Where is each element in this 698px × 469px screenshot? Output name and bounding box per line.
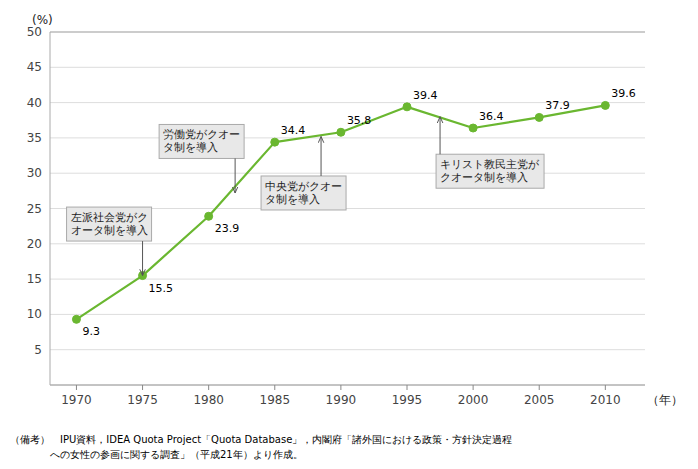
y-tick-label: 40 bbox=[27, 96, 42, 110]
x-axis-label: （年） bbox=[647, 393, 683, 407]
grid-line bbox=[50, 137, 645, 138]
marker bbox=[72, 315, 80, 323]
data-label: 39.6 bbox=[611, 87, 636, 100]
data-label: 9.3 bbox=[82, 325, 100, 338]
plot-area bbox=[72, 101, 609, 323]
x-tick-label: 1980 bbox=[193, 393, 224, 407]
y-axis-line bbox=[50, 32, 51, 385]
footnote: への女性の参画に関する調査」（平成21年）より作成。 bbox=[10, 449, 303, 460]
x-tick-label: 1995 bbox=[392, 393, 423, 407]
y-tick-label: 15 bbox=[27, 272, 42, 286]
x-axis-line bbox=[50, 385, 645, 386]
annotation-line: 左派社会党がク bbox=[71, 211, 148, 224]
x-tick-label: 1990 bbox=[326, 393, 357, 407]
x-tick bbox=[407, 385, 408, 390]
x-tick-label: 2000 bbox=[458, 393, 489, 407]
y-tick-label: 35 bbox=[27, 131, 42, 145]
y-tick-label: 10 bbox=[27, 307, 42, 321]
line bbox=[76, 105, 605, 319]
annotation-arrow bbox=[321, 136, 322, 176]
x-tick bbox=[539, 385, 540, 390]
y-tick-label: 50 bbox=[27, 25, 42, 39]
annotation-arrow bbox=[142, 241, 143, 276]
grid-line bbox=[50, 173, 645, 174]
grid bbox=[50, 32, 645, 350]
annotation: キリスト教民主党がクオータ制を導入 bbox=[436, 117, 544, 189]
x-tick-label: 1970 bbox=[61, 393, 92, 407]
grid-line bbox=[50, 349, 645, 350]
marker bbox=[205, 212, 213, 220]
x-tick bbox=[208, 385, 209, 390]
x-tick-label: 2010 bbox=[590, 393, 621, 407]
marker bbox=[271, 138, 279, 146]
top-frame-line bbox=[50, 32, 645, 33]
annotation-line: タ制を導入 bbox=[163, 141, 218, 154]
data-label: 35.8 bbox=[347, 114, 372, 127]
annotation-box bbox=[159, 124, 244, 158]
annotation-box bbox=[67, 207, 152, 241]
annotation: 中央党がクオータ制を導入 bbox=[261, 136, 346, 210]
data-label: 15.5 bbox=[149, 282, 174, 295]
x-tick-label: 1985 bbox=[260, 393, 291, 407]
marker bbox=[469, 124, 477, 132]
x-tick bbox=[473, 385, 474, 390]
y-tick-label: 20 bbox=[27, 237, 42, 251]
x-tick-label: 2005 bbox=[524, 393, 555, 407]
annotation-box bbox=[261, 176, 346, 210]
data-label: 37.9 bbox=[545, 99, 570, 112]
annotation-line: クオータ制を導入 bbox=[440, 171, 528, 184]
grid-line bbox=[50, 32, 645, 33]
annotation-arrow bbox=[440, 117, 441, 155]
annotation-text: 中央党がクオータ制を導入 bbox=[265, 180, 342, 206]
chart: 5 10 15 20 25 30 35 40 45 50 1970 1975 1980 1985 1990 1… bbox=[0, 0, 698, 469]
annotation-arrow bbox=[235, 158, 236, 193]
annotation-text: 左派社会党がクオータ制を導入 bbox=[71, 211, 148, 237]
grid-line bbox=[50, 243, 645, 244]
y-tick-label: 5 bbox=[34, 343, 42, 357]
y-tick-label: 30 bbox=[27, 166, 42, 180]
x-tick bbox=[142, 385, 143, 390]
grid-line bbox=[50, 314, 645, 315]
annotation-line: タ制を導入 bbox=[265, 193, 320, 206]
annotation-line: 中央党がクオー bbox=[265, 180, 342, 193]
data-label: 36.4 bbox=[479, 110, 504, 123]
annotation: 労働党がクオータ制を導入 bbox=[159, 124, 244, 193]
annotation-box bbox=[436, 154, 544, 188]
annotations: 左派社会党がクオータ制を導入労働党がクオータ制を導入中央党がクオータ制を導入キリ… bbox=[67, 117, 545, 276]
annotation-line: キリスト教民主党が bbox=[440, 158, 540, 171]
marker bbox=[535, 113, 543, 121]
annotation-text: 労働党がクオータ制を導入 bbox=[163, 128, 240, 154]
x-tick bbox=[605, 385, 606, 390]
annotation: 左派社会党がクオータ制を導入 bbox=[67, 207, 152, 276]
annotation-line: 労働党がクオー bbox=[163, 128, 240, 141]
x-tick bbox=[76, 385, 77, 390]
marker bbox=[601, 101, 609, 109]
annotation-line: オータ制を導入 bbox=[71, 224, 148, 237]
x-tick bbox=[340, 385, 341, 390]
y-axis-label: (%) bbox=[32, 13, 53, 27]
grid-line bbox=[50, 67, 645, 68]
data-label: 39.4 bbox=[413, 89, 438, 102]
data-label: 34.4 bbox=[281, 124, 306, 137]
footnote: （備考） IPU資料，IDEA Quota Project「Quota Data… bbox=[10, 434, 512, 445]
marker bbox=[403, 103, 411, 111]
data-label: 23.9 bbox=[215, 222, 240, 235]
x-tick-label: 1975 bbox=[127, 393, 158, 407]
marker bbox=[337, 128, 345, 136]
annotation-text: キリスト教民主党がクオータ制を導入 bbox=[440, 158, 540, 184]
y-tick-label: 25 bbox=[27, 202, 42, 216]
y-tick-label: 45 bbox=[27, 60, 42, 74]
x-tick bbox=[274, 385, 275, 390]
